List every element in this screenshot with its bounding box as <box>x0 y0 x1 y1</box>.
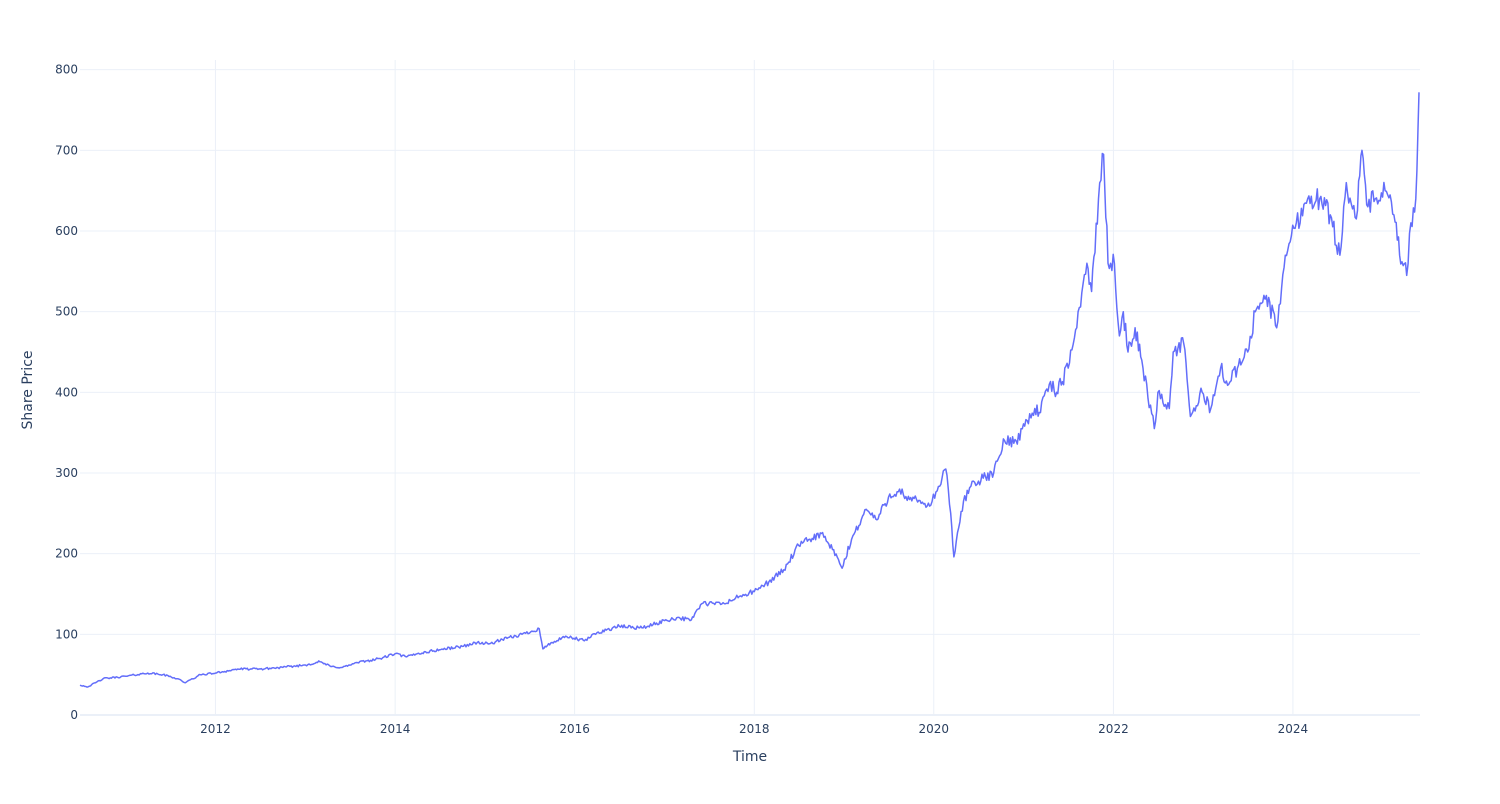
x-tick-label: 2022 <box>1098 722 1129 736</box>
x-tick-labels: 2012 2014 2016 2018 2020 2022 2024 <box>200 722 1308 736</box>
y-tick-label: 600 <box>55 224 78 238</box>
series-layer <box>79 92 1420 688</box>
y-gridlines <box>80 69 1420 716</box>
x-tick-label: 2016 <box>559 722 590 736</box>
y-tick-label: 300 <box>55 466 78 480</box>
y-axis-title: Share Price <box>20 350 36 429</box>
x-tick-label: 2024 <box>1278 722 1309 736</box>
x-axis-title: Time <box>732 749 767 765</box>
series-line-0 <box>79 92 1420 688</box>
y-tick-label: 0 <box>70 708 78 722</box>
y-tick-label: 700 <box>55 143 78 157</box>
x-tick-label: 2018 <box>739 722 770 736</box>
x-gridlines <box>214 60 1294 715</box>
x-tick-label: 2020 <box>918 722 949 736</box>
y-tick-label: 200 <box>55 547 78 561</box>
y-tick-label: 400 <box>55 385 78 399</box>
y-tick-labels: 0 100 200 300 400 500 600 700 800 <box>55 63 78 722</box>
x-tick-label: 2012 <box>200 722 231 736</box>
y-tick-label: 100 <box>55 627 78 641</box>
y-tick-label: 500 <box>55 305 78 319</box>
y-tick-label: 800 <box>55 63 78 77</box>
x-tick-label: 2014 <box>380 722 411 736</box>
